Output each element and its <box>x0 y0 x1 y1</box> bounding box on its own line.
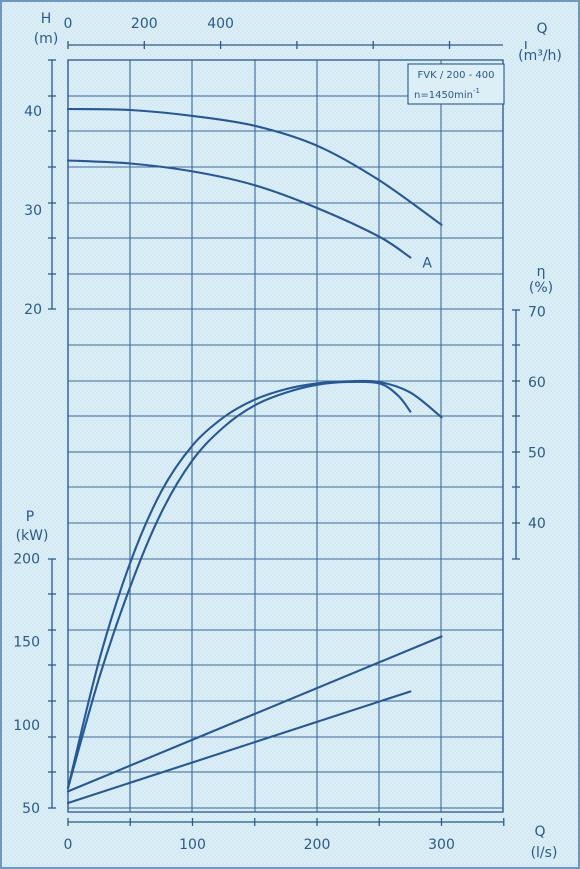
curve-marker-label: A <box>422 256 432 272</box>
efficiency-curve-3 <box>66 379 443 790</box>
power-tick-label: 150 <box>13 635 40 651</box>
power-axis-label: P <box>26 509 34 525</box>
power-curve-5 <box>66 635 443 793</box>
head-curve-1 <box>66 107 443 226</box>
head-curve-2 <box>66 159 412 259</box>
power-tick-label: 50 <box>22 801 40 817</box>
head-tick-label: 20 <box>24 302 42 318</box>
head-tick-label: 30 <box>24 203 42 219</box>
annotation-frame <box>407 63 505 105</box>
x-top-tick-label: 400 <box>207 16 234 32</box>
power-curve-6 <box>66 690 412 805</box>
efficiency-tick-label: 70 <box>528 305 546 321</box>
x-top-label: Q <box>536 21 547 37</box>
speed-exponent: -1 <box>473 87 480 95</box>
efficiency-axis-unit: (%) <box>529 280 553 296</box>
x-bottom-unit: (l/s) <box>531 845 558 861</box>
curves <box>66 107 443 805</box>
x-top-tick-label: 0 <box>64 16 73 32</box>
x-top-tick-label: 200 <box>131 16 158 32</box>
x-top-unit: (m³/h) <box>518 48 562 64</box>
speed-value: n=1450min <box>414 90 473 101</box>
efficiency-axis-label: η <box>537 264 546 280</box>
head-axis-label: H <box>41 11 52 27</box>
axis-labels: 0 100 200 300 Q (l/s) 0 200 400 Q (m³/h) 20 30 40 H (m)… <box>13 11 562 861</box>
x-bottom-label: Q <box>534 824 545 840</box>
x-bottom-tick-label: 200 <box>304 837 331 853</box>
efficiency-curve-4 <box>66 380 412 790</box>
axes <box>48 41 527 826</box>
annotation-box: FVK / 200 - 400 n=1450min-1 <box>407 63 505 105</box>
efficiency-tick-label: 40 <box>528 516 546 532</box>
power-tick-label: 100 <box>13 718 40 734</box>
efficiency-tick-label: 60 <box>528 375 546 391</box>
head-axis-unit: (m) <box>34 31 59 47</box>
x-bottom-tick-label: 300 <box>428 837 455 853</box>
model-label: FVK / 200 - 400 <box>417 70 494 81</box>
x-bottom-tick-label: 100 <box>179 837 206 853</box>
power-axis-unit: (kW) <box>16 528 49 544</box>
efficiency-tick-label: 50 <box>528 446 546 462</box>
speed-label: n=1450min-1 <box>414 87 480 101</box>
head-tick-label: 40 <box>24 104 42 120</box>
x-bottom-tick-label: 0 <box>64 837 73 853</box>
plot-frame <box>67 59 504 813</box>
power-tick-label: 200 <box>13 551 40 567</box>
